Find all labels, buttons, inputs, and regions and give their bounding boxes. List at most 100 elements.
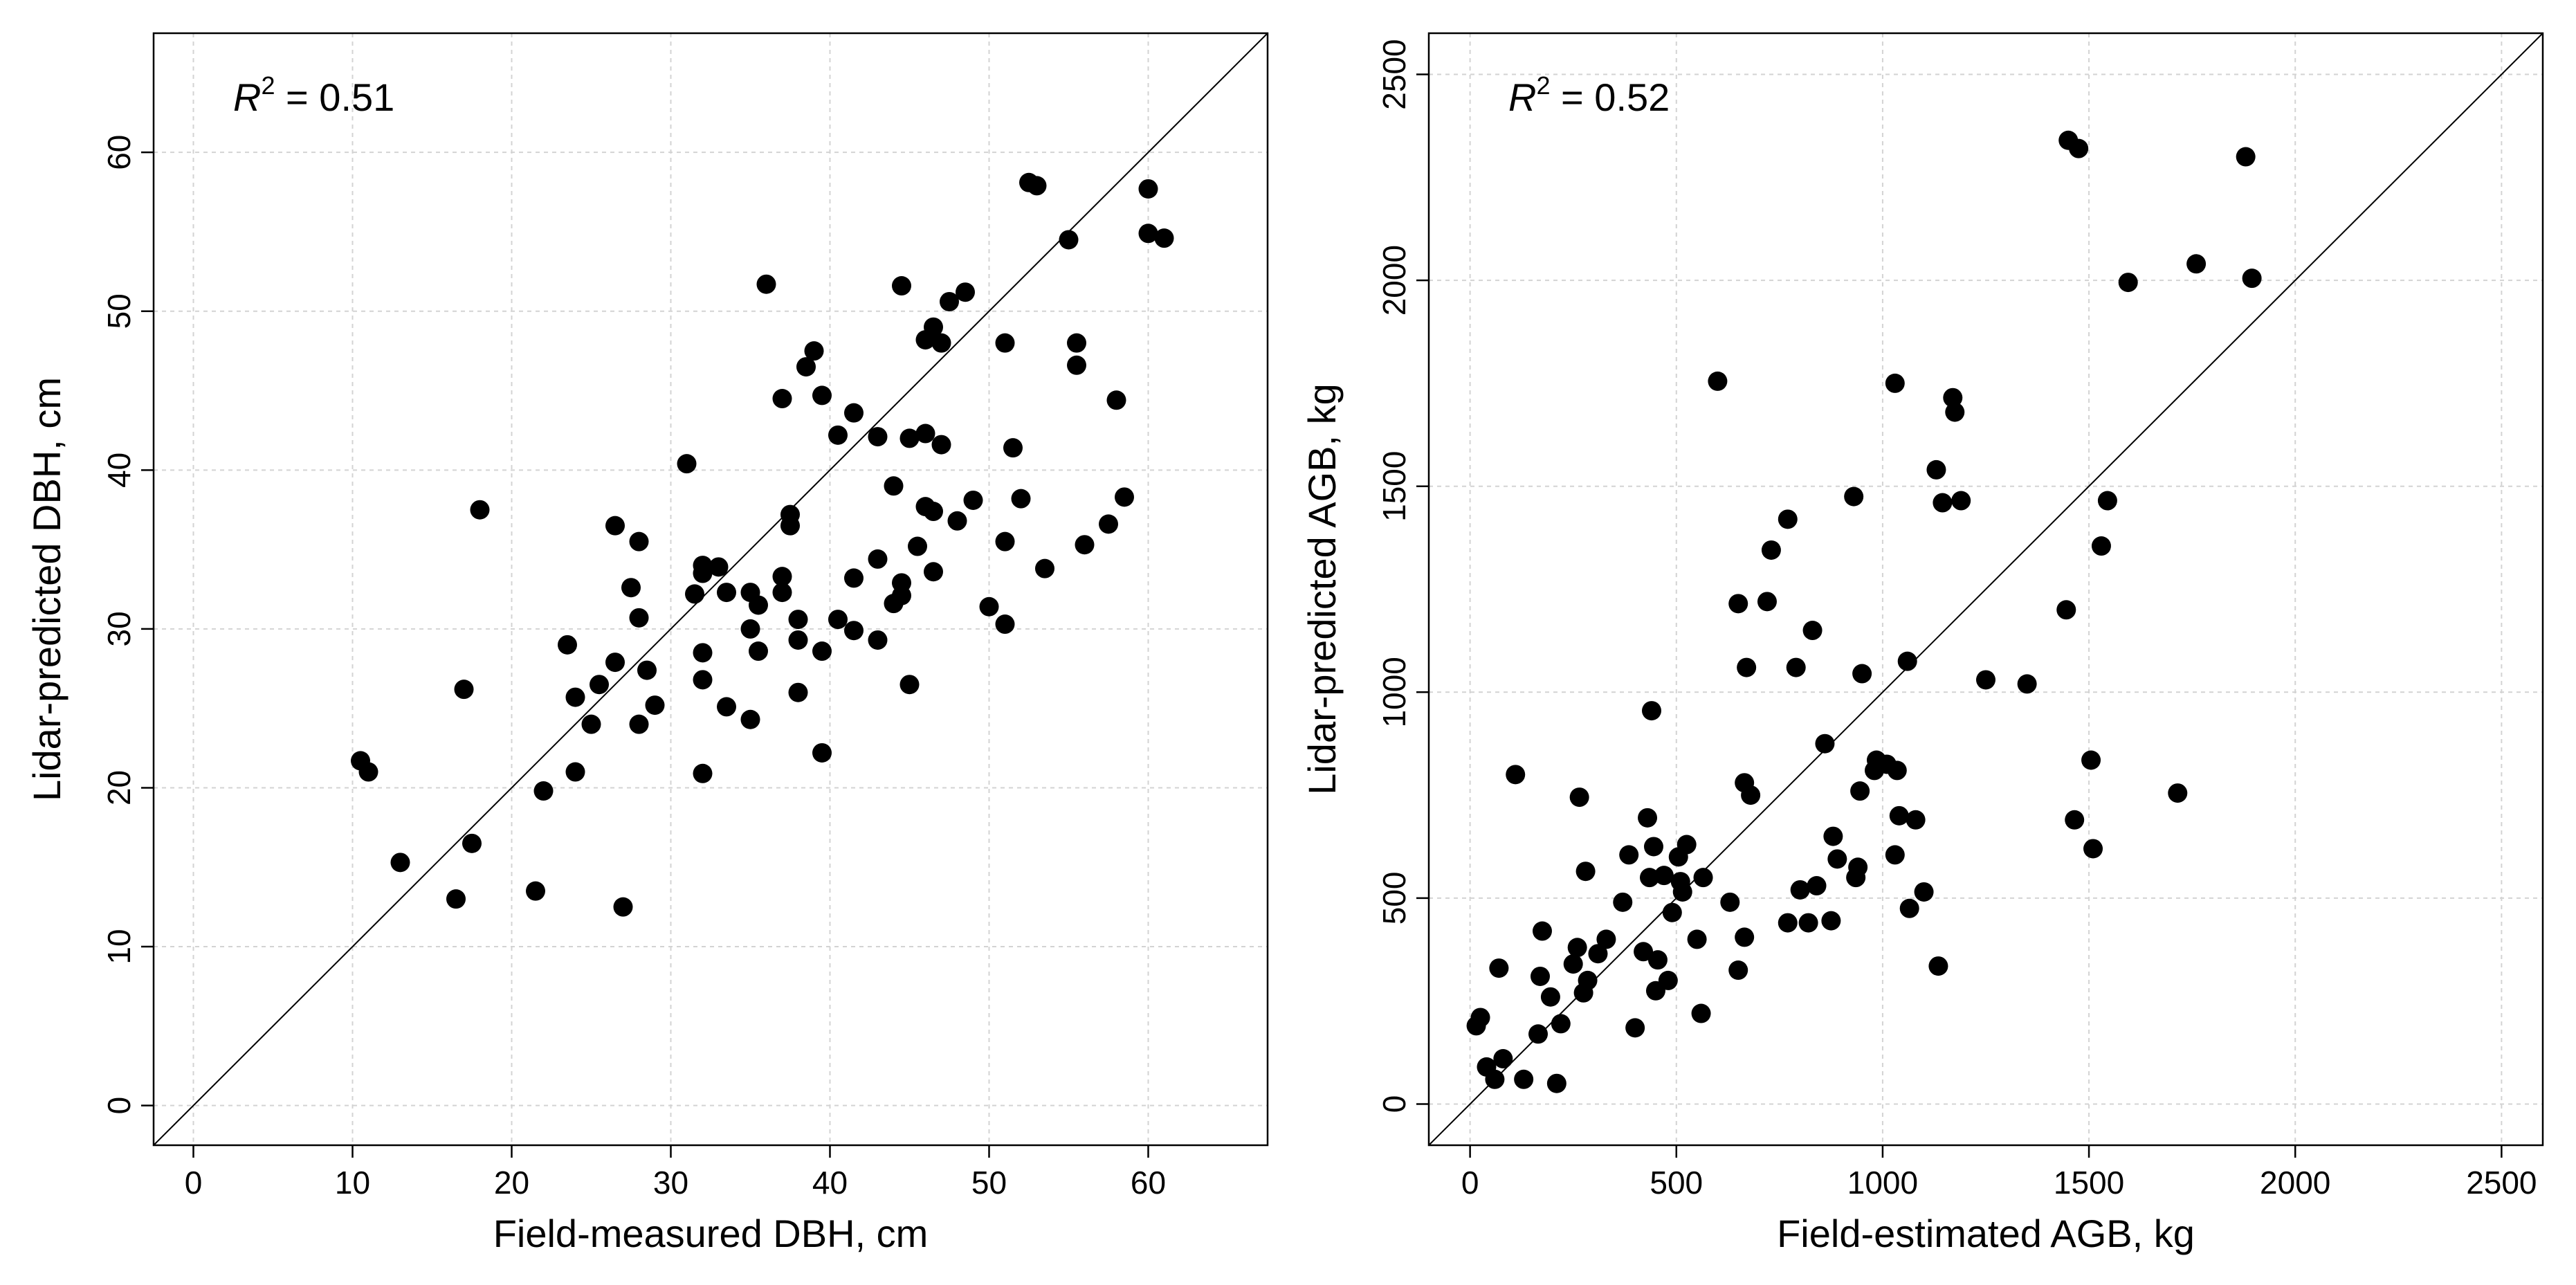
agb-x-tick-label: 1000 bbox=[1847, 1165, 1918, 1201]
agb-data-point bbox=[1662, 902, 1682, 922]
dbh-data-point bbox=[470, 500, 490, 520]
agb-data-point bbox=[1906, 810, 1926, 830]
dbh-data-point bbox=[844, 568, 864, 588]
dbh-data-point bbox=[1035, 558, 1054, 578]
dbh-data-point bbox=[1067, 333, 1086, 353]
dbh-data-point bbox=[931, 435, 951, 455]
agb-data-point bbox=[1815, 733, 1835, 754]
agb-data-point bbox=[1823, 826, 1843, 846]
agb-data-point bbox=[1638, 808, 1658, 828]
dbh-data-point bbox=[979, 596, 999, 617]
dbh-data-point bbox=[1099, 514, 1118, 534]
dbh-data-point bbox=[1067, 355, 1086, 375]
agb-data-point bbox=[1551, 1014, 1571, 1034]
agb-data-point bbox=[1540, 987, 1560, 1007]
dbh-data-point bbox=[558, 635, 577, 655]
agb-data-point bbox=[1677, 835, 1697, 855]
agb-data-point bbox=[1885, 373, 1905, 393]
dbh-data-point bbox=[915, 423, 935, 444]
dbh-plot-frame bbox=[152, 32, 1269, 1147]
dbh-data-point bbox=[899, 428, 920, 448]
dbh-y-tick-label: 10 bbox=[101, 929, 137, 964]
dbh-data-point bbox=[1027, 176, 1047, 196]
dbh-data-point bbox=[995, 333, 1015, 353]
agb-data-point bbox=[1728, 960, 1748, 981]
agb-data-point bbox=[1569, 787, 1589, 808]
agb-data-point bbox=[1493, 1049, 1513, 1069]
dbh-data-point bbox=[749, 641, 768, 662]
agb-data-point bbox=[1687, 929, 1707, 949]
agb-data-point bbox=[1567, 938, 1587, 958]
dbh-data-point bbox=[740, 619, 760, 639]
dbh-data-point bbox=[924, 317, 943, 337]
dbh-x-tick-label: 0 bbox=[185, 1165, 203, 1201]
dbh-data-point bbox=[931, 333, 951, 353]
dbh-data-point bbox=[788, 610, 808, 630]
agb-data-point bbox=[2069, 138, 2089, 158]
agb-scatter-panel: 0 500 1000 1500 2000 2500 0 500 1000 1500 2000 2500… bbox=[1300, 32, 2544, 1255]
agb-data-point bbox=[1737, 657, 1757, 677]
agb-data-point bbox=[2097, 491, 2117, 511]
agb-data-point bbox=[1672, 882, 1692, 902]
agb-data-point bbox=[1625, 1018, 1645, 1038]
agb-data-point bbox=[2065, 810, 2085, 830]
agb-data-point bbox=[1642, 701, 1661, 721]
agb-data-point bbox=[1945, 402, 1965, 422]
dbh-data-point bbox=[756, 274, 776, 294]
agb-data-point bbox=[1778, 509, 1798, 529]
dbh-data-point bbox=[693, 763, 713, 783]
agb-data-point bbox=[1914, 882, 1934, 902]
agb-data-point bbox=[1578, 970, 1598, 990]
dbh-one-to-one-line bbox=[153, 33, 1268, 1146]
dbh-data-point bbox=[717, 583, 736, 603]
agb-data-point bbox=[1885, 845, 1905, 865]
dbh-data-point bbox=[1154, 228, 1174, 248]
agb-data-point bbox=[1802, 621, 1823, 641]
dbh-data-point bbox=[740, 709, 760, 729]
dbh-data-point bbox=[645, 695, 665, 716]
agb-r-squared-annotation: R2 = 0.52 bbox=[1508, 71, 1670, 119]
agb-data-point bbox=[2118, 273, 2138, 293]
agb-data-point bbox=[1563, 954, 1583, 974]
agb-data-point bbox=[1807, 876, 1827, 896]
agb-one-to-one-line bbox=[1428, 33, 2543, 1146]
agb-data-point bbox=[1735, 927, 1755, 947]
dbh-data-point bbox=[788, 682, 808, 702]
agb-data-point bbox=[1531, 966, 1550, 986]
dbh-data-point bbox=[462, 833, 482, 853]
agb-data-point bbox=[1693, 868, 1713, 888]
agb-x-axis-title: Field-estimated AGB, kg bbox=[1777, 1212, 2195, 1255]
dbh-data-point bbox=[637, 660, 657, 680]
dbh-data-point bbox=[772, 567, 792, 587]
dbh-data-point bbox=[693, 670, 713, 690]
dbh-data-point bbox=[717, 697, 736, 717]
agb-data-point bbox=[1691, 1003, 1711, 1023]
agb-data-point bbox=[1546, 1073, 1566, 1093]
dbh-x-axis-title: Field-measured DBH, cm bbox=[493, 1212, 929, 1255]
dbh-data-point bbox=[446, 889, 466, 909]
dbh-x-tick-label: 20 bbox=[494, 1165, 529, 1201]
agb-data-point bbox=[1848, 857, 1868, 877]
agb-data-point bbox=[2242, 268, 2262, 289]
agb-y-tick-label: 0 bbox=[1376, 1095, 1412, 1113]
agb-data-point bbox=[1708, 371, 1728, 391]
agb-x-tick-label: 0 bbox=[1461, 1165, 1479, 1201]
agb-data-point bbox=[1514, 1069, 1534, 1089]
dbh-data-point bbox=[812, 641, 832, 662]
agb-data-point bbox=[1926, 459, 1946, 480]
dbh-data-point bbox=[899, 675, 920, 695]
dbh-data-point bbox=[772, 583, 792, 603]
agb-data-point bbox=[1933, 493, 1953, 513]
agb-data-point bbox=[1887, 760, 1907, 781]
agb-data-point bbox=[1489, 958, 1509, 978]
dbh-data-point bbox=[1138, 179, 1158, 199]
dbh-data-point bbox=[828, 610, 848, 630]
dbh-y-tick-label: 50 bbox=[101, 293, 137, 329]
agb-y-axis-title: Lidar-predicted AGB, kg bbox=[1300, 383, 1344, 795]
dbh-data-point bbox=[581, 714, 601, 734]
dbh-data-point bbox=[526, 881, 545, 901]
agb-data-point bbox=[1844, 486, 1864, 507]
dbh-data-point bbox=[812, 742, 832, 763]
agb-data-point bbox=[1728, 594, 1748, 614]
agb-plot-frame bbox=[1427, 32, 2544, 1147]
